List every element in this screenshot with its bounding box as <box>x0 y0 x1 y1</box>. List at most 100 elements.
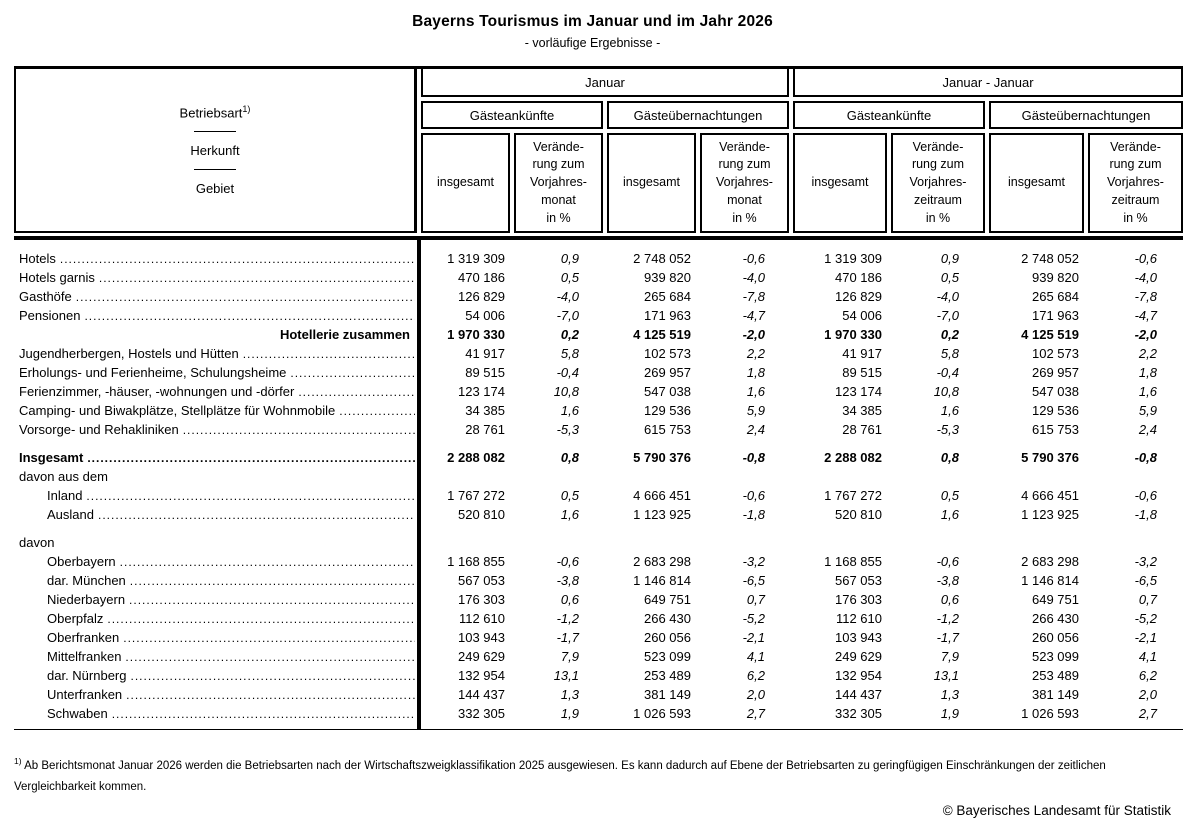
cell-value: 266 430 <box>1032 611 1079 626</box>
cell-value: 1 123 925 <box>633 507 691 522</box>
column-group-januar-januar: Januar - Januar <box>793 69 1183 97</box>
row-label: Gasthöfe <box>19 289 72 304</box>
cell-value: 249 629 <box>835 649 882 664</box>
row-label-cell: Inland <box>14 486 417 505</box>
cell-value: 470 186 <box>458 270 505 285</box>
dotted-leader <box>339 401 415 420</box>
cell-value: -5,2 <box>742 611 765 626</box>
row-label-cell: Oberbayern <box>14 552 417 571</box>
cell-value: 2 683 298 <box>1021 554 1079 569</box>
page-title: Bayerns Tourismus im Januar und im Jahr … <box>412 13 773 30</box>
cell-value: 4 125 519 <box>633 327 691 342</box>
dotted-leader <box>87 448 415 467</box>
stub-label-betriebsart: Betriebsart1) <box>179 103 251 121</box>
cell-value: 265 684 <box>644 289 691 304</box>
row-label: Ausland <box>47 507 94 522</box>
row-label: Ferienzimmer, -häuser, -wohnungen und -d… <box>19 384 295 399</box>
cell-value: 260 056 <box>1032 630 1079 645</box>
cell-value: -4,0 <box>1134 270 1157 285</box>
cell-value: 176 303 <box>835 592 882 607</box>
row-label: dar. München <box>47 573 126 588</box>
cell-value: 1 319 309 <box>824 251 882 266</box>
cell-value: -4,0 <box>936 289 959 304</box>
cell-value: -1,2 <box>936 611 959 626</box>
row-label-cell: Hotels garnis <box>14 268 417 287</box>
cell-value: 2,4 <box>746 422 765 437</box>
table-row: dar. Nürnberg 132 954 13,1 253 489 6,2 132 95… <box>14 666 1183 685</box>
cell-value: 2 748 052 <box>633 251 691 266</box>
cell-value: 1 146 814 <box>1021 573 1079 588</box>
table-row: Gasthöfe 126 829 -4,0 265 684 -7,8 126 829 -4,… <box>14 287 1183 306</box>
cell-value: 4,1 <box>1138 649 1157 664</box>
cell-value: 2 683 298 <box>633 554 691 569</box>
cell-value: 89 515 <box>465 365 505 380</box>
stub-header-cell: Betriebsart1) Herkunft Gebiet <box>14 69 417 233</box>
cell-value: 0,7 <box>1138 592 1157 607</box>
divider-rule <box>194 131 236 133</box>
cell-value: 2 288 082 <box>824 450 882 465</box>
dotted-leader <box>125 647 415 666</box>
cell-value: 1 970 330 <box>447 327 505 342</box>
cell-value: -5,2 <box>1134 611 1157 626</box>
cell-value: 2 748 052 <box>1021 251 1079 266</box>
subgroup-gaesteankuenfte-1: Gästeankünfte <box>421 101 603 129</box>
table-row: Oberpfalz 112 610 -1,2 266 430 -5,2 112 610 -1… <box>14 609 1183 628</box>
table-row: Hotellerie zusammen 1 970 330 0,2 4 125 519… <box>14 325 1183 344</box>
cell-value: 103 943 <box>458 630 505 645</box>
dotted-leader <box>107 609 415 628</box>
footnote-marker: 1) <box>242 103 251 114</box>
cell-value: 132 954 <box>835 668 882 683</box>
cell-value: 649 751 <box>1032 592 1079 607</box>
table-row: Camping- und Biwakplätze, Stellplätze fü… <box>14 401 1183 420</box>
footnote-text: Ab Berichtsmonat Januar 2026 werden die … <box>14 759 1106 793</box>
cell-value: 132 954 <box>458 668 505 683</box>
cell-value: 381 149 <box>644 687 691 702</box>
dotted-leader <box>76 287 415 306</box>
cell-value: 269 957 <box>1032 365 1079 380</box>
cell-value: -4,7 <box>742 308 765 323</box>
cell-value: 0,9 <box>560 251 579 266</box>
table-row: Inland 1 767 272 0,5 4 666 451 -0,6 1 767 272… <box>14 486 1183 505</box>
cell-value: -6,5 <box>1134 573 1157 588</box>
cell-value: 0,5 <box>560 488 579 503</box>
cell-value: 10,8 <box>933 384 959 399</box>
cell-value: 0,8 <box>940 450 959 465</box>
row-label: Hotellerie zusammen <box>279 327 410 342</box>
cell-value: 129 536 <box>1032 403 1079 418</box>
dotted-leader <box>131 666 416 685</box>
table-row: Vorsorge- und Rehakliniken 28 761 -5,3 615 … <box>14 420 1183 439</box>
cell-value: 112 610 <box>835 611 882 626</box>
cell-value: 13,1 <box>933 668 959 683</box>
dotted-leader <box>183 420 415 439</box>
dotted-leader <box>120 552 415 571</box>
cell-value: 1,6 <box>560 507 579 522</box>
row-label-cell: Oberfranken <box>14 628 417 647</box>
cell-value: 0,6 <box>560 592 579 607</box>
cell-value: 54 006 <box>465 308 505 323</box>
table-row: Niederbayern 176 303 0,6 649 751 0,7 176 303 0… <box>14 590 1183 609</box>
row-label-cell: Hotels <box>14 249 417 268</box>
cell-value: 0,8 <box>560 450 579 465</box>
cell-value: 176 303 <box>458 592 505 607</box>
cell-value: -3,2 <box>742 554 765 569</box>
cell-value: 126 829 <box>835 289 882 304</box>
cell-value: -2,1 <box>742 630 765 645</box>
cell-value: 54 006 <box>842 308 882 323</box>
cell-value: 103 943 <box>835 630 882 645</box>
cell-value: 1 168 855 <box>447 554 505 569</box>
cell-value: 129 536 <box>644 403 691 418</box>
row-label: Hotels garnis <box>19 270 95 285</box>
cell-value: 13,1 <box>553 668 579 683</box>
cell-value: 5,9 <box>746 403 765 418</box>
cell-value: -7,8 <box>742 289 765 304</box>
cell-value: 7,9 <box>560 649 579 664</box>
cell-value: 265 684 <box>1032 289 1079 304</box>
row-label-cell: Pensionen <box>14 306 417 325</box>
row-label-cell: Niederbayern <box>14 590 417 609</box>
cell-value: 6,2 <box>746 668 765 683</box>
row-label: davon <box>19 535 55 550</box>
table-row: Erholungs- und Ferienheime, Schulungshei… <box>14 363 1183 382</box>
cell-value: 171 963 <box>644 308 691 323</box>
row-label: Pensionen <box>19 308 81 323</box>
cell-value: 1 970 330 <box>824 327 882 342</box>
